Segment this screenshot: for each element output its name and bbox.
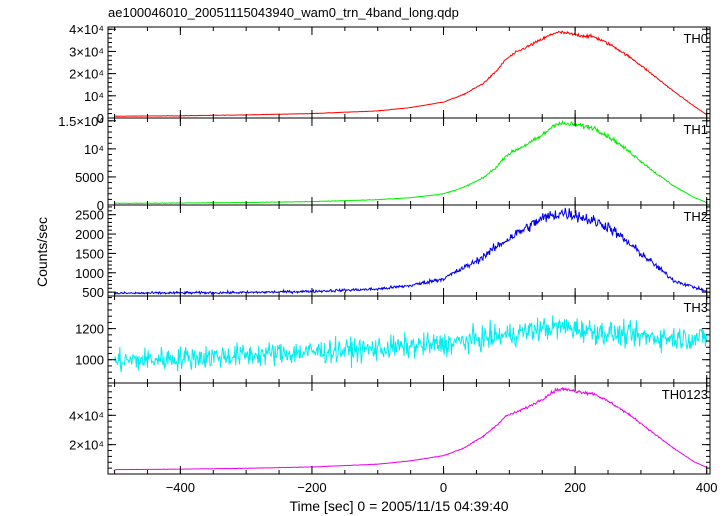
y-tick-label: 10⁴	[84, 142, 104, 157]
y-tick-label: 0	[97, 111, 104, 126]
panel-frame	[107, 117, 711, 206]
y-tick-label: 1000	[75, 353, 104, 368]
series-line-th2	[114, 207, 708, 296]
y-tick-label: 2000	[75, 227, 104, 242]
x-tick-label: 400	[696, 480, 718, 495]
y-axis-title: Counts/sec	[34, 217, 50, 287]
y-tick-label: 1200	[75, 322, 104, 337]
y-tick-label: 1000	[75, 266, 104, 281]
x-tick-label: 0	[440, 480, 447, 495]
series-line-th0123	[114, 386, 707, 471]
panels-group: 010⁴2×10⁴3×10⁴4×10⁴TH00500010⁴1.5×10⁴TH1…	[58, 22, 717, 495]
y-tick-label: 2×10⁴	[69, 67, 104, 82]
series-line-th3	[114, 315, 708, 373]
panel-frame	[107, 382, 711, 475]
panel-name-label: TH0	[683, 31, 708, 46]
y-tick-label: 500	[82, 285, 104, 300]
y-tick-label: 4×10⁴	[69, 22, 104, 37]
x-tick-label: −400	[166, 480, 195, 495]
chart-title: ae100046010_20051115043940_wam0_trn_4ban…	[108, 5, 459, 20]
panel-name-label: TH2	[683, 209, 708, 224]
panel-th0123: 2×10⁴ 4×10⁴ TH0123	[69, 382, 711, 475]
y-tick-label: 2×10⁴	[69, 438, 104, 453]
panel-th2: 500 1000 1500 2000 2500 TH2	[75, 204, 711, 300]
y-tick-label: 0	[97, 198, 104, 213]
panel-name-label: TH0123	[662, 387, 708, 402]
panel-name-label: TH3	[683, 300, 708, 315]
x-tick-label: 200	[564, 480, 586, 495]
panel-th0: 0 10⁴ 2×10⁴ 3×10⁴ 4×10⁴ TH0	[69, 22, 711, 126]
y-tick-label: 10⁴	[84, 89, 104, 104]
series-line-th0	[114, 30, 707, 117]
x-tick-label: −200	[297, 480, 326, 495]
y-tick-label: 3×10⁴	[69, 44, 104, 59]
series-line-th1	[114, 119, 707, 205]
panel-th3: 1000 1200 TH3	[75, 295, 711, 384]
panel-th1: 0 5000 10⁴ 1.5×10⁴ TH1	[58, 114, 711, 213]
y-tick-label: 2500	[75, 208, 104, 223]
y-tick-label: 4×10⁴	[69, 408, 104, 423]
panel-frame	[107, 295, 711, 384]
y-tick-label: 1500	[75, 246, 104, 261]
panel-name-label: TH1	[683, 122, 708, 137]
panel-frame	[107, 26, 711, 119]
y-tick-label: 1.5×10⁴	[58, 114, 104, 129]
panel-frame	[107, 204, 711, 297]
x-axis-title: Time [sec] 0 = 2005/11/15 04:39:40	[289, 498, 508, 514]
y-tick-label: 5000	[75, 170, 104, 185]
